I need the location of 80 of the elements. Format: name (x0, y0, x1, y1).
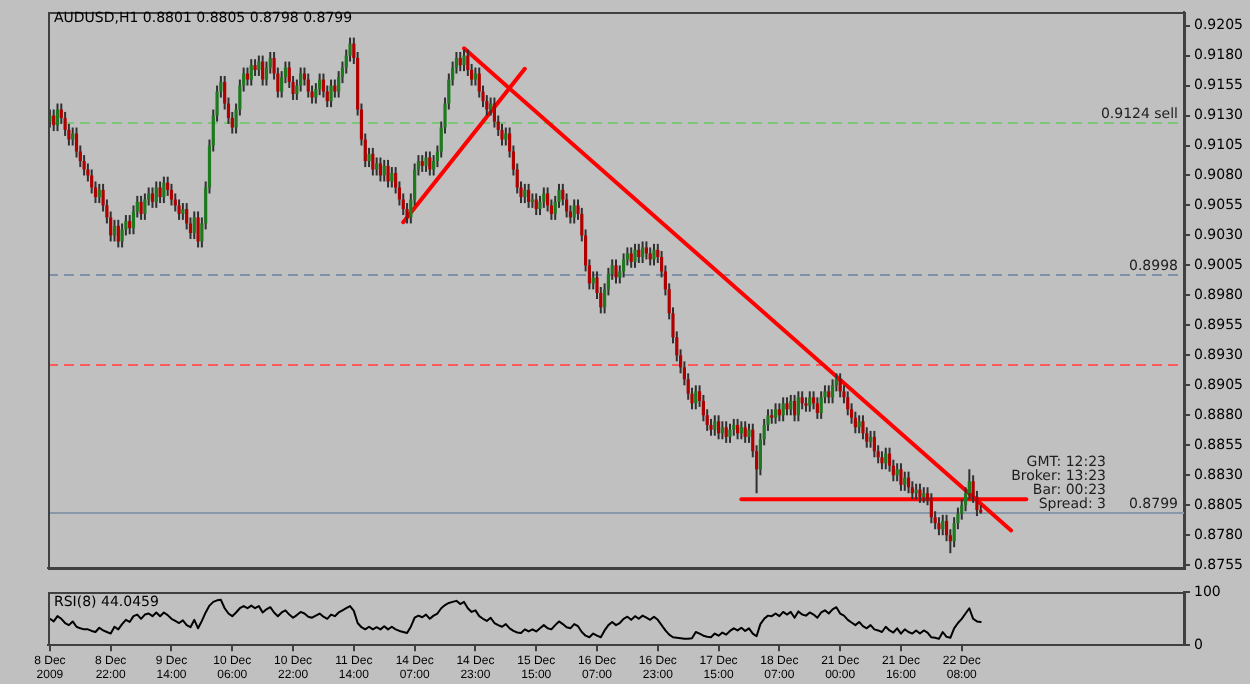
candlestick (162, 175, 166, 205)
candlestick (527, 182, 531, 209)
candlestick (701, 393, 705, 423)
candlestick (872, 429, 876, 459)
candlestick (572, 198, 576, 225)
candlestick (542, 186, 546, 209)
candlestick (546, 186, 550, 213)
candlestick (713, 414, 717, 437)
candlestick (143, 192, 147, 221)
candlestick (261, 54, 265, 87)
candlestick (264, 60, 269, 87)
candlestick (458, 50, 462, 73)
candlestick (500, 122, 504, 147)
candlestick (424, 150, 428, 173)
candlestick (428, 150, 432, 177)
candlestick (534, 192, 538, 217)
candlestick (724, 420, 728, 444)
candlestick (899, 462, 903, 492)
candlestick (641, 240, 645, 265)
candlestick (120, 222, 124, 249)
candlestick (887, 446, 892, 473)
candlestick (116, 218, 120, 249)
candlestick (492, 96, 497, 129)
candlestick (838, 372, 842, 399)
candlestick (90, 168, 94, 195)
candlestick (154, 180, 158, 209)
candlestick (792, 393, 797, 423)
candlestick (97, 182, 101, 205)
candlestick (462, 48, 466, 73)
candlestick (808, 390, 812, 413)
candlestick (622, 252, 626, 279)
candlestick (82, 154, 86, 177)
candlestick (565, 192, 569, 219)
candlestick (773, 402, 778, 425)
candlestick (185, 202, 189, 231)
candlestick (815, 396, 819, 420)
candlestick (918, 482, 922, 504)
candlestick (55, 102, 60, 133)
candlestick (139, 194, 143, 221)
candlestick (716, 414, 721, 441)
candlestick (694, 384, 698, 411)
candlestick (830, 378, 835, 405)
candlestick (477, 66, 481, 99)
candlestick (637, 242, 641, 265)
candlestick (371, 146, 375, 177)
candlestick (74, 126, 79, 159)
candlestick (337, 70, 341, 99)
candlestick (861, 414, 865, 441)
candlestick (192, 210, 196, 241)
candlestick (249, 58, 253, 87)
candlestick (903, 470, 907, 492)
candlestick (614, 258, 618, 285)
candlestick (652, 242, 656, 267)
candlestick (929, 492, 933, 525)
candlestick (743, 420, 747, 444)
candlestick (306, 72, 310, 99)
candlestick (728, 422, 732, 444)
candlestick (158, 180, 162, 205)
candlestick (314, 82, 318, 105)
candlestick (150, 186, 155, 209)
candlestick (166, 175, 170, 197)
candlestick (196, 210, 200, 249)
candlestick (329, 78, 333, 109)
candlestick (523, 182, 527, 205)
candlestick (633, 242, 637, 269)
candlestick (299, 66, 303, 93)
candlestick (280, 70, 284, 99)
candlestick (386, 158, 390, 189)
candlestick (796, 390, 800, 423)
candlestick (629, 246, 633, 269)
candlestick (952, 516, 956, 549)
candlestick (177, 198, 181, 221)
candlestick (321, 72, 326, 99)
candlestick (131, 204, 136, 236)
candlestick (485, 94, 489, 117)
candlestick (819, 390, 823, 420)
candlestick (846, 390, 850, 417)
candlestick (378, 156, 383, 183)
candlestick (781, 396, 785, 423)
candlestick (538, 194, 542, 217)
